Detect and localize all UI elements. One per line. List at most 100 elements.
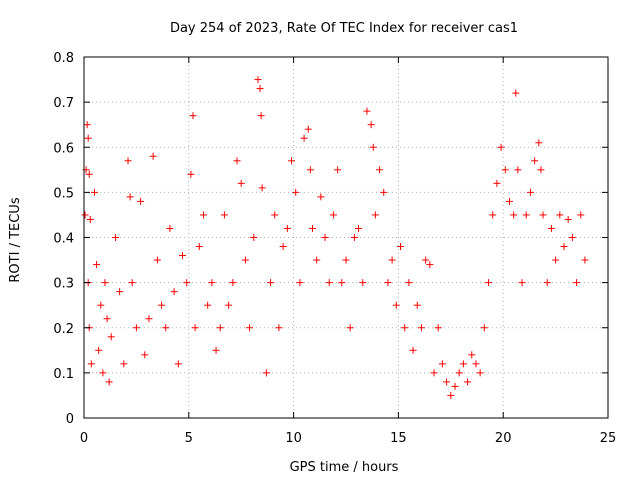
data-point [392,301,400,309]
x-tick-label: 15 [390,431,407,446]
data-point [111,234,119,241]
y-tick-label: 0.2 [53,322,74,337]
data-point [300,134,308,142]
data-point [90,188,98,196]
data-point [132,324,140,332]
y-tick-label: 0.4 [53,232,74,247]
data-point [208,279,216,287]
data-point [220,211,228,219]
data-point [512,89,520,97]
data-point [271,211,279,219]
data-point [464,378,472,386]
data-point [568,234,576,241]
data-point [95,346,103,354]
data-point [93,261,101,269]
data-point [405,279,413,287]
data-point [401,324,409,332]
data-point [531,157,539,165]
data-point [376,166,384,174]
data-point [535,139,543,147]
y-axis-ticks: 0 0.1 0.2 0.3 0.4 0.5 0.6 0.7 0.8 [53,51,608,427]
y-tick-label: 0.1 [53,367,74,382]
data-point [443,378,451,386]
data-point [501,166,509,174]
data-point [321,234,329,241]
data-point [564,215,572,223]
data-point [359,279,367,287]
x-axis-label: GPS time / hours [290,460,399,475]
data-point [430,369,438,377]
data-point [552,256,560,264]
data-point [547,224,555,232]
data-point [367,121,375,129]
data-point [179,252,187,260]
data-point [101,279,109,287]
data-point [120,360,128,368]
data-point [577,211,585,219]
data-point [237,179,245,187]
data-point [329,211,337,219]
data-point [369,143,377,151]
data-point [434,324,442,332]
data-point [447,391,455,399]
data-point [489,211,497,219]
data-point [141,351,149,359]
data-point [480,324,488,332]
data-point [543,279,551,287]
data-point [87,360,95,368]
data-point [476,369,484,377]
data-point [195,243,203,251]
data-point [137,197,145,205]
data-point [229,279,237,287]
data-point [526,188,534,196]
data-point [166,224,174,232]
data-point [258,184,266,192]
data-point [455,369,463,377]
data-point [384,279,392,287]
data-point [426,261,434,269]
data-point [451,382,459,390]
data-point [162,324,170,332]
y-axis-label: ROTI / TECUs [8,197,23,282]
data-point [116,288,124,296]
data-point [199,211,207,219]
x-tick-label: 0 [80,431,88,446]
data-point [254,76,262,84]
data-point [262,369,270,377]
data-point [250,234,258,241]
data-point [417,324,425,332]
y-tick-label: 0.7 [53,96,74,111]
data-point [409,346,417,354]
data-point [539,211,547,219]
data-point [189,112,197,120]
data-point [313,256,321,264]
y-tick-label: 0.5 [53,186,74,201]
data-point [267,279,275,287]
data-point [97,301,105,309]
data-point [413,301,421,309]
data-point [103,315,111,323]
data-point [85,170,93,178]
data-point [371,211,379,219]
data-point [472,360,480,368]
x-axis-ticks: 0 5 10 15 20 25 [80,57,616,446]
data-point [257,112,265,120]
x-tick-label: 25 [600,431,617,446]
data-point [145,315,153,323]
data-point [126,193,134,201]
data-point [459,360,467,368]
data-point [518,279,526,287]
data-point [334,166,342,174]
data-point [350,234,358,241]
data-point [158,301,166,309]
data-points [81,76,589,399]
data-point [149,152,157,160]
chart-title: Day 254 of 2023, Rate Of TEC Index for r… [170,21,518,36]
data-point [560,243,568,251]
data-point [105,378,113,386]
data-point [325,279,333,287]
data-point [355,224,363,232]
data-point [187,170,195,178]
data-point [216,324,224,332]
data-point [304,125,312,133]
